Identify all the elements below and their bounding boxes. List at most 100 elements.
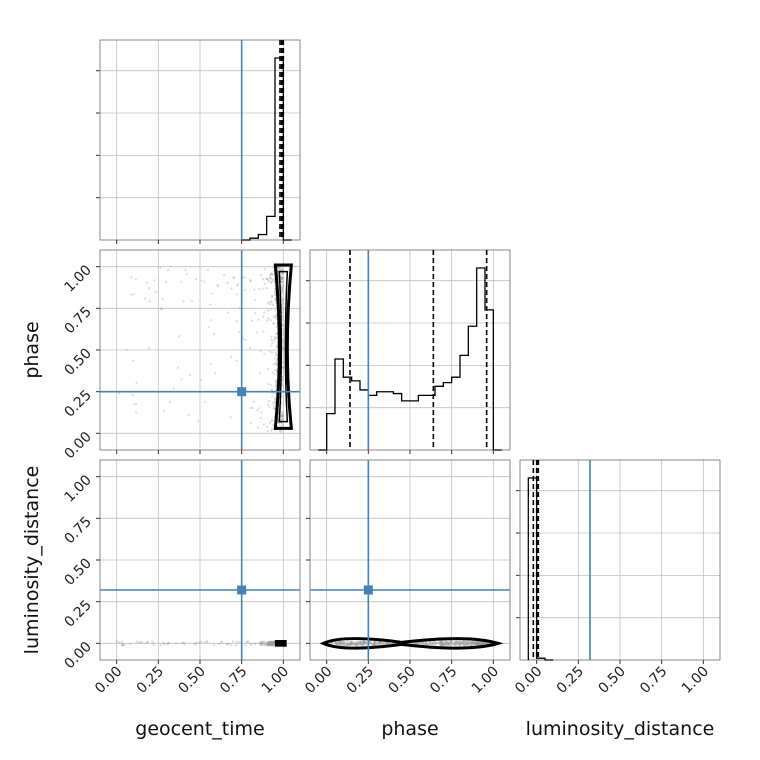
sample-point [446,641,449,644]
sample-point [266,309,269,312]
sample-point [373,640,377,644]
sample-point [477,641,480,645]
sample-point [268,406,271,409]
sample-point [272,644,275,647]
sample-point [281,277,284,281]
sample-point [200,279,203,282]
sample-point [460,641,463,644]
sample-point [237,282,240,286]
sample-point [471,640,474,644]
sample-point [473,642,476,645]
sample-point [378,640,381,644]
sample-point [272,642,275,646]
sample-point [172,387,175,390]
sample-point [270,643,274,646]
sample-point [266,367,270,371]
sample-point [161,297,164,301]
sample-point [337,640,341,643]
sample-point [268,642,271,645]
sample-point [270,427,274,430]
sample-point [381,642,384,645]
sample-point [268,421,272,424]
truth-marker [363,585,373,595]
sample-point [462,643,465,646]
sample-point [466,642,469,645]
sample-point [477,641,480,645]
sample-point [376,641,380,645]
sample-point [444,642,447,645]
sample-point [358,641,361,644]
sample-point [479,642,482,645]
sample-point [270,295,273,298]
sample-point [246,640,249,643]
sample-point [281,272,285,275]
sample-point [282,340,285,343]
sample-point [441,641,444,644]
sample-point [280,418,283,422]
sample-point [442,643,445,647]
sample-point [269,303,272,306]
sample-point [266,302,269,305]
sample-point [275,354,279,357]
sample-point [463,644,467,647]
sample-point [271,392,274,395]
x-tick-label: 0.25 [344,664,377,697]
sample-point [424,642,428,645]
x-tick-label: 0.25 [554,664,587,697]
sample-point [365,641,368,644]
sample-point [281,277,284,280]
sample-point [480,641,483,644]
sample-point [147,347,150,350]
sample-point [466,642,469,645]
sample-point [446,641,450,644]
sample-point [470,644,473,647]
sample-point [358,643,361,646]
sample-point [266,642,269,645]
sample-point [269,277,273,280]
sample-point [235,320,238,323]
sample-point [274,357,277,360]
sample-point [267,642,270,646]
sample-point [339,643,342,646]
sample-point [351,642,354,645]
sample-point [271,303,274,307]
sample-point [250,642,253,645]
sample-point [272,322,276,326]
sample-point [463,640,466,643]
sample-point [478,643,481,646]
sample-point [475,642,478,646]
sample-point [484,641,487,644]
sample-point [275,344,279,347]
sample-point [352,640,355,644]
sample-point [282,413,285,416]
sample-point [272,363,275,366]
sample-point [386,642,389,645]
sample-point [444,641,447,644]
sample-point [481,643,484,646]
sample-point [258,641,261,644]
sample-point [346,643,349,646]
sample-point [274,353,277,356]
sample-point [340,641,343,644]
sample-point [152,644,155,647]
sample-point [225,643,228,646]
sample-point [269,273,272,277]
sample-point [466,643,470,646]
sample-point [441,643,444,646]
sample-point [421,643,425,646]
sample-point [480,640,483,644]
sample-point [433,643,436,646]
sample-point [450,642,453,645]
sample-point [434,642,437,646]
sample-point [251,406,254,410]
sample-point [274,288,277,291]
sample-point [281,276,284,279]
sample-point [472,643,476,647]
sample-point [279,269,282,272]
sample-point [278,266,282,269]
sample-point [480,641,483,645]
sample-point [466,643,469,646]
truth-marker [237,585,247,595]
sample-point [471,642,474,645]
sample-point [220,640,223,643]
